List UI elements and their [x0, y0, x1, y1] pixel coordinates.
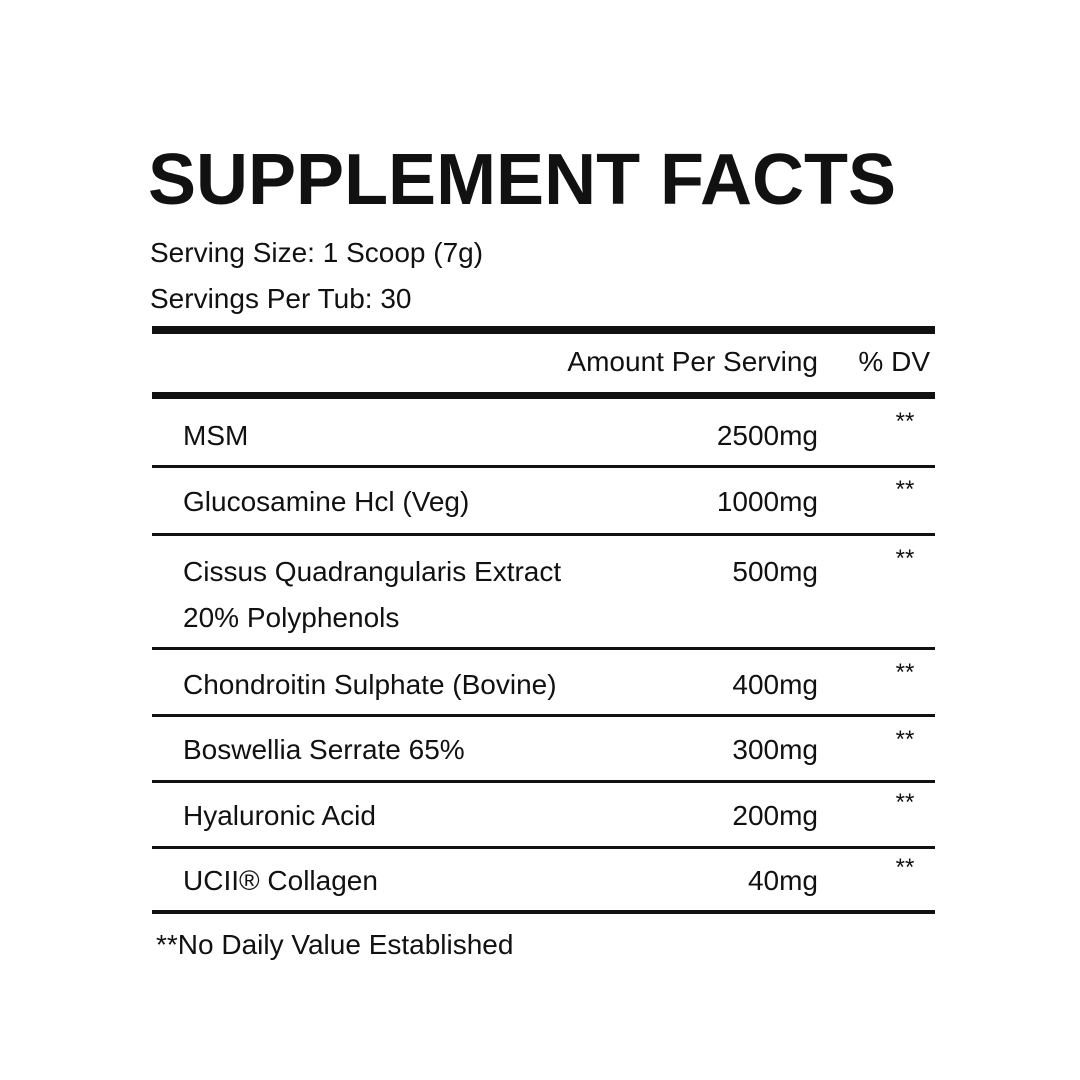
ingredient-amount: 300mg [732, 734, 818, 765]
ingredient-name: Chondroitin Sulphate (Bovine) [183, 669, 557, 700]
ingredient-dv: ** [895, 408, 915, 435]
page-title: SUPPLEMENT FACTS [148, 140, 897, 220]
ingredient-amount: 500mg [732, 556, 818, 587]
row-rule [152, 714, 935, 717]
ingredient-name: MSM [183, 420, 249, 451]
dv-header: % DV [858, 346, 930, 377]
ingredient-amount: 1000mg [716, 486, 818, 517]
ingredient-name: Glucosamine Hcl (Veg) [183, 486, 470, 517]
ingredient-name-line2: 20% Polyphenols [183, 602, 400, 633]
ingredient-amount: 200mg [732, 800, 818, 831]
ingredient-dv: ** [895, 854, 915, 881]
bottom-rule [152, 910, 935, 914]
ingredient-name: Hyaluronic Acid [183, 800, 376, 831]
ingredient-dv: ** [895, 659, 915, 686]
top-rule [152, 326, 935, 334]
ingredient-dv: ** [895, 545, 915, 572]
row-rule [152, 846, 935, 849]
ingredient-name: Boswellia Serrate 65% [183, 734, 465, 765]
serving-size: Serving Size: 1 Scoop (7g) [150, 237, 484, 268]
row-rule [152, 647, 935, 650]
ingredient-dv: ** [895, 476, 915, 503]
ingredient-dv: ** [895, 726, 915, 753]
ingredient-name: UCII® Collagen [183, 865, 378, 896]
ingredient-name: Cissus Quadrangularis Extract [183, 556, 562, 587]
amount-header: Amount Per Serving [567, 346, 818, 377]
row-rule [152, 465, 935, 468]
row-rule [152, 780, 935, 783]
row-rule [152, 533, 935, 536]
ingredient-dv: ** [895, 789, 915, 816]
footnote: **No Daily Value Established [156, 929, 514, 960]
servings-per-container: Servings Per Tub: 30 [150, 283, 412, 314]
header-rule [152, 392, 935, 399]
ingredient-amount: 40mg [747, 865, 818, 896]
ingredient-amount: 2500mg [716, 420, 818, 451]
ingredient-amount: 400mg [732, 669, 818, 700]
